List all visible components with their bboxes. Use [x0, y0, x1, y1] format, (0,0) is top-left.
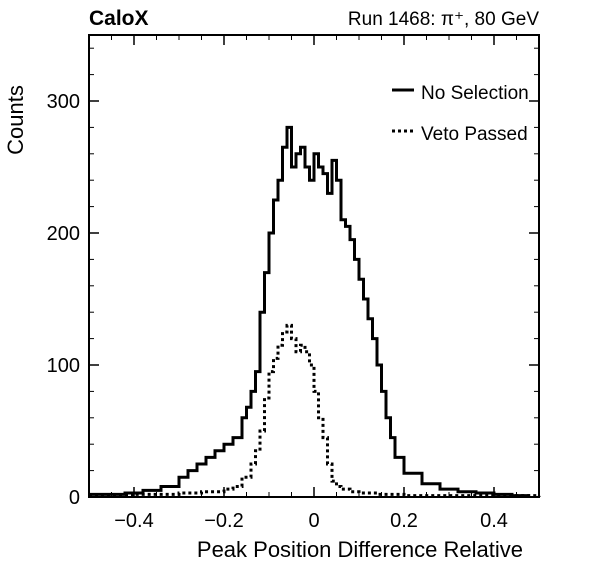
x-tick-label-2: 0 — [308, 510, 319, 532]
x-tick-label-3: 0.2 — [390, 510, 418, 532]
y-tick-label-3: 300 — [47, 91, 80, 113]
experiment-label: CaloX — [89, 7, 149, 30]
y-ticks: 0 100 200 300 — [47, 47, 539, 509]
legend-label-no-selection: No Selection — [421, 83, 529, 104]
x-tick-label-0: −0.4 — [114, 510, 153, 532]
plot-border — [88, 34, 540, 498]
y-tick-label-2: 200 — [47, 223, 80, 245]
y-tick-label-1: 100 — [47, 355, 80, 377]
legend: No Selection Veto Passed — [392, 83, 529, 145]
x-ticks: −0.4 −0.2 0 0.2 0.4 — [88, 35, 540, 532]
run-label: Run 1468: π⁺, 80 GeV — [348, 9, 539, 30]
legend-label-veto-passed: Veto Passed — [421, 124, 528, 145]
series-line-veto-passed — [89, 323, 541, 498]
y-axis-label: Counts — [3, 85, 28, 155]
plot-frame — [88, 34, 540, 498]
x-tick-label-1: −0.2 — [204, 510, 243, 532]
x-axis-label: Peak Position Difference Relative — [197, 537, 523, 562]
series-line-no-selection — [89, 125, 530, 498]
x-tick-label-4: 0.4 — [480, 510, 508, 532]
y-tick-label-0: 0 — [69, 487, 80, 509]
series-group — [89, 125, 541, 498]
